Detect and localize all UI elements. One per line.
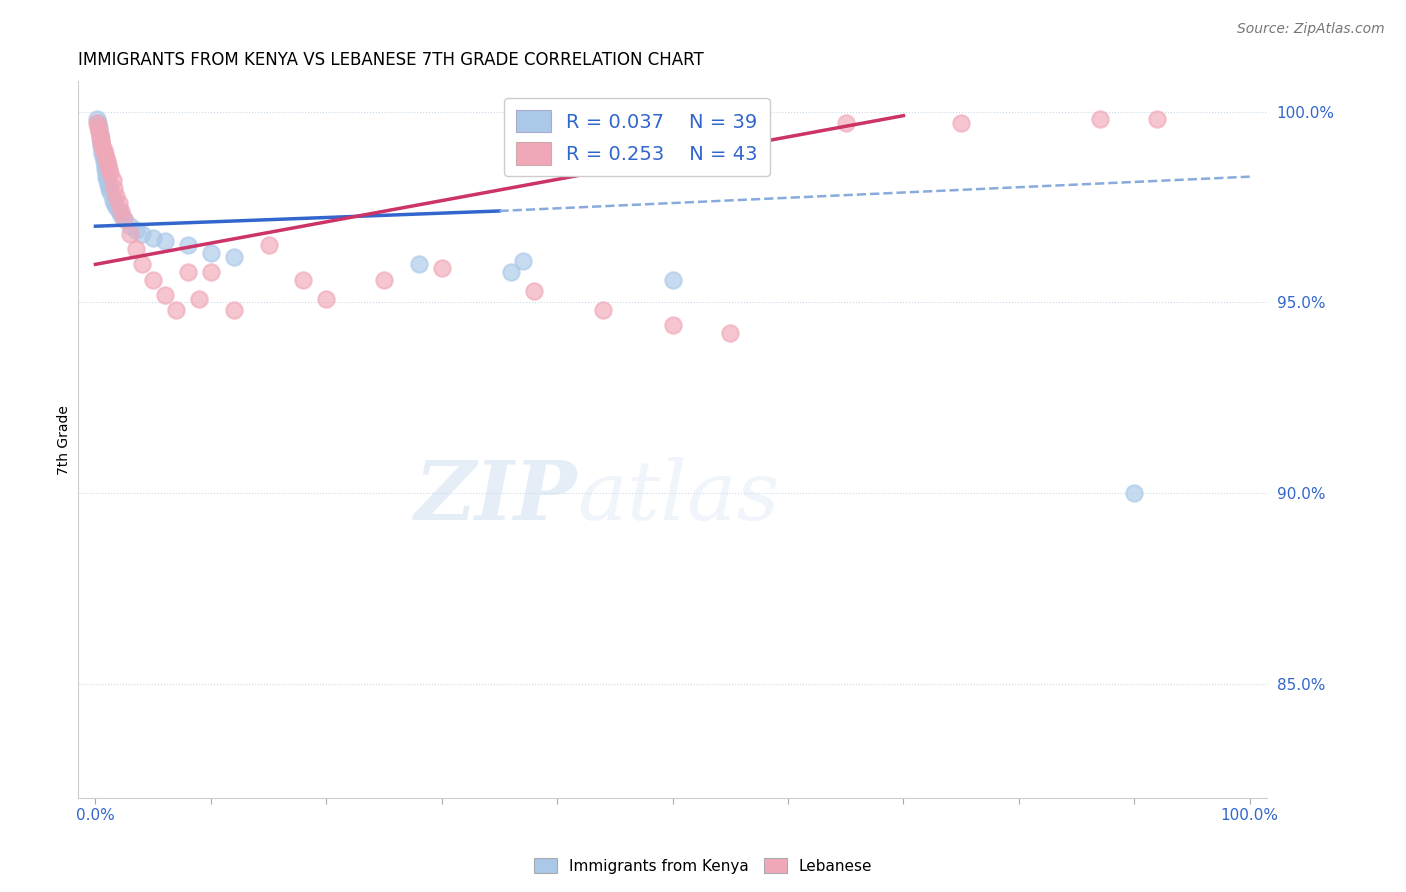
Point <box>90 136 112 150</box>
Point <box>90 139 112 153</box>
Point <box>315 292 337 306</box>
Point <box>101 193 124 207</box>
Point <box>87 124 110 138</box>
Point <box>89 128 111 142</box>
Point <box>87 120 110 134</box>
Point <box>131 257 153 271</box>
Point <box>1146 112 1168 127</box>
Legend: Immigrants from Kenya, Lebanese: Immigrants from Kenya, Lebanese <box>527 852 879 880</box>
Point <box>835 116 858 130</box>
Point <box>222 303 245 318</box>
Point <box>91 139 114 153</box>
Text: atlas: atlas <box>578 457 780 537</box>
Point <box>153 288 176 302</box>
Point <box>105 200 128 214</box>
Point <box>112 211 135 226</box>
Point <box>120 219 142 234</box>
Point <box>131 227 153 241</box>
Point <box>87 116 110 130</box>
Point <box>98 181 121 195</box>
Point <box>93 161 115 176</box>
Point <box>93 154 115 169</box>
Point <box>1088 112 1111 127</box>
Point <box>188 292 211 306</box>
Point <box>96 154 118 169</box>
Point <box>87 124 110 138</box>
Point <box>512 253 534 268</box>
Point <box>105 188 128 202</box>
Point <box>107 204 129 219</box>
Point <box>90 136 112 150</box>
Point <box>112 211 135 226</box>
Point <box>125 242 148 256</box>
Point <box>950 116 973 130</box>
Point <box>103 196 125 211</box>
Point <box>86 116 108 130</box>
Point <box>257 238 280 252</box>
Point <box>90 131 112 145</box>
Point <box>153 235 176 249</box>
Point <box>142 230 165 244</box>
Y-axis label: 7th Grade: 7th Grade <box>58 405 72 475</box>
Point <box>94 151 117 165</box>
Text: IMMIGRANTS FROM KENYA VS LEBANESE 7TH GRADE CORRELATION CHART: IMMIGRANTS FROM KENYA VS LEBANESE 7TH GR… <box>79 51 704 69</box>
Point <box>100 166 122 180</box>
Point <box>292 272 315 286</box>
Point <box>523 284 546 298</box>
Point <box>592 303 614 318</box>
Point <box>98 161 121 176</box>
Point <box>97 158 120 172</box>
Point <box>373 272 395 286</box>
Point <box>177 265 200 279</box>
Point <box>89 131 111 145</box>
Point <box>177 238 200 252</box>
Point <box>718 326 741 340</box>
Point <box>430 261 453 276</box>
Point <box>103 181 125 195</box>
Point <box>93 158 115 172</box>
Point <box>87 120 110 134</box>
Text: ZIP: ZIP <box>415 457 578 537</box>
Point <box>120 227 142 241</box>
Point <box>1123 486 1146 500</box>
Point <box>165 303 187 318</box>
Point <box>110 204 132 219</box>
Point <box>91 143 114 157</box>
Point <box>101 173 124 187</box>
Point <box>89 128 111 142</box>
Point <box>93 143 115 157</box>
Point <box>499 265 522 279</box>
Point <box>96 173 118 187</box>
Legend: R = 0.037    N = 39, R = 0.253    N = 43: R = 0.037 N = 39, R = 0.253 N = 43 <box>505 98 769 177</box>
Point <box>100 185 122 199</box>
Point <box>110 208 132 222</box>
Point <box>125 223 148 237</box>
Point <box>86 112 108 127</box>
Text: Source: ZipAtlas.com: Source: ZipAtlas.com <box>1237 22 1385 37</box>
Point <box>97 178 120 192</box>
Point <box>222 250 245 264</box>
Point <box>94 169 117 184</box>
Point <box>91 146 114 161</box>
Point <box>661 318 683 333</box>
Point <box>142 272 165 286</box>
Point <box>107 196 129 211</box>
Point <box>93 151 115 165</box>
Point <box>661 272 683 286</box>
Point <box>200 246 222 260</box>
Point <box>408 257 430 271</box>
Point <box>200 265 222 279</box>
Point <box>94 166 117 180</box>
Point <box>93 146 115 161</box>
